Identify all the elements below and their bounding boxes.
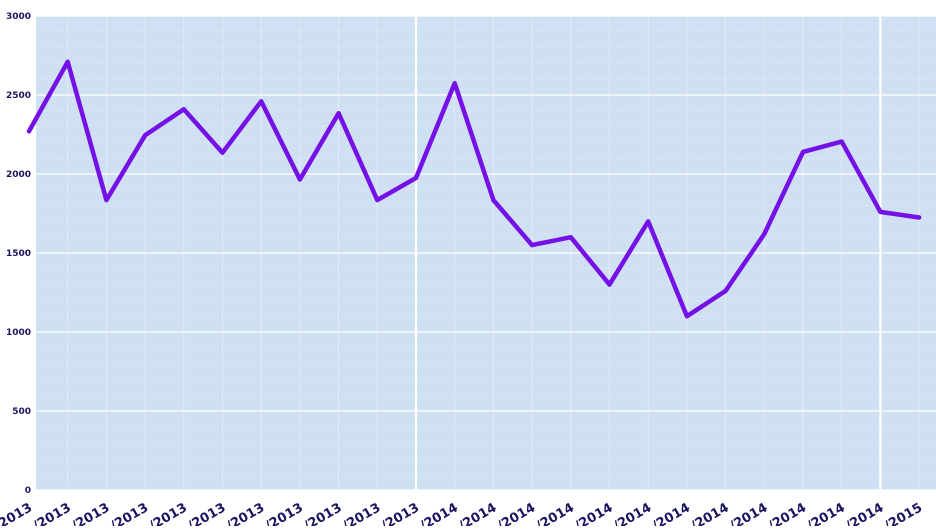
x-tick-label: /2014 xyxy=(534,500,577,526)
x-tick-label: /2014 xyxy=(766,500,809,526)
x-axis-ticks: /2013/2013/2013/2013/2013/2013/2013/2013… xyxy=(0,500,925,526)
x-tick-label: /2014 xyxy=(689,500,732,526)
x-tick-label: /2014 xyxy=(573,500,616,526)
x-tick-label: /2013 xyxy=(302,500,345,526)
x-tick-label: /2014 xyxy=(611,500,654,526)
y-tick-label: 500 xyxy=(12,407,31,417)
x-tick-label: /2014 xyxy=(805,500,848,526)
x-tick-label: /2013 xyxy=(263,500,306,526)
y-tick-label: 1500 xyxy=(6,249,31,259)
y-tick-label: 2500 xyxy=(6,91,31,101)
y-axis-ticks: 0 500 1000 1500 2000 2500 3000 xyxy=(6,12,31,496)
x-tick-label: /2013 xyxy=(147,500,190,526)
y-tick-label: 0 xyxy=(25,486,31,496)
y-tick-label: 3000 xyxy=(6,12,31,22)
x-tick-label: /2014 xyxy=(418,500,461,526)
y-tick-label: 2000 xyxy=(6,170,31,180)
x-tick-label: /2013 xyxy=(0,500,35,526)
x-tick-label: /2014 xyxy=(727,500,770,526)
x-tick-label: /2014 xyxy=(843,500,886,526)
x-tick-label: /2013 xyxy=(340,500,383,526)
x-tick-label: /2014 xyxy=(495,500,538,526)
x-tick-label: /2013 xyxy=(31,500,74,526)
x-tick-label: /2015 xyxy=(882,500,925,526)
y-tick-label: 1000 xyxy=(6,328,31,338)
x-tick-label: /2013 xyxy=(69,500,112,526)
x-tick-label: /2013 xyxy=(186,500,229,526)
x-tick-label: /2013 xyxy=(108,500,151,526)
x-tick-label: /2013 xyxy=(379,500,422,526)
x-tick-label: /2014 xyxy=(456,500,499,526)
x-tick-label: /2014 xyxy=(650,500,693,526)
x-tick-label: /2013 xyxy=(224,500,267,526)
